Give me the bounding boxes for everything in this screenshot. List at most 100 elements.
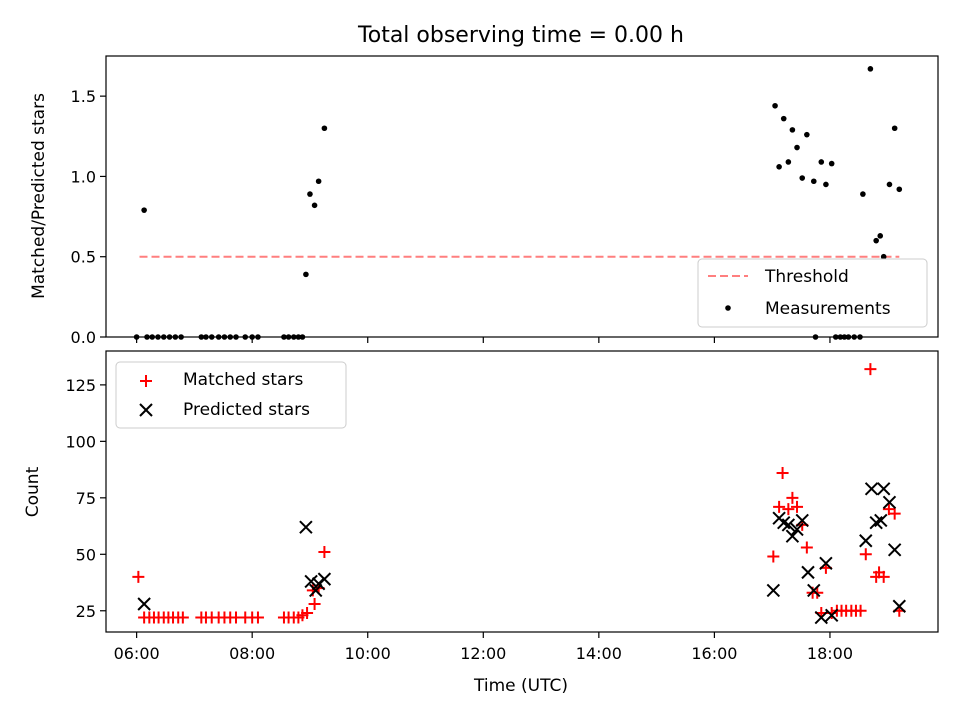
measurement-point	[785, 159, 792, 165]
matched-star-point	[786, 491, 799, 504]
predicted-star-point	[766, 583, 781, 598]
count-plot-frame	[105, 350, 939, 633]
legend-threshold-label: Threshold	[764, 267, 849, 287]
chart-title: Total observing time = 0.00 h	[357, 23, 684, 48]
predicted-star-point	[777, 515, 791, 530]
ratio-y-tick-label: 0.0	[71, 328, 96, 347]
matched-star-point	[877, 570, 890, 583]
legend-measurements-swatch	[725, 305, 731, 311]
predicted-star-point	[814, 610, 828, 625]
matched-star-point	[776, 466, 789, 479]
predicted-star-point	[887, 543, 902, 557]
predicted-star-point	[882, 495, 897, 510]
measurement-point	[886, 181, 893, 188]
predicted-star-point	[309, 583, 323, 598]
matched-star-point	[888, 507, 901, 520]
predicted-star-point	[859, 534, 873, 548]
measurement-point	[810, 178, 817, 185]
matched-star-point	[251, 611, 264, 624]
legend-predicted-label: Predicted stars	[183, 400, 310, 420]
matched-star-point	[176, 611, 189, 624]
measurement-point	[311, 202, 318, 209]
predicted-star-point	[819, 556, 833, 571]
count-y-tick-label: 75	[76, 489, 96, 508]
x-tick-label: 16:00	[691, 644, 737, 663]
matched-star-point	[800, 541, 813, 554]
measurement-point	[860, 191, 866, 197]
measurement-point	[828, 160, 835, 167]
x-tick-label: 14:00	[576, 644, 622, 663]
matched-star-point	[767, 550, 780, 563]
measurement-point	[315, 178, 322, 185]
predicted-star-point	[299, 520, 313, 534]
ratio-legend-box	[697, 258, 928, 328]
measurement-point	[799, 175, 806, 181]
ratio-y-axis-label: Matched/Predicted stars	[29, 93, 49, 299]
matched-star-point	[825, 607, 838, 620]
matched-star-point	[773, 500, 786, 513]
predicted-star-point	[807, 583, 821, 598]
matched-star-point	[308, 597, 321, 610]
matched-star-point	[859, 548, 872, 561]
measurement-point	[776, 163, 782, 170]
legend-matched-swatch	[140, 375, 152, 387]
predicted-star-point	[876, 482, 891, 496]
predicted-star-points	[137, 482, 906, 625]
measurement-point	[789, 127, 796, 133]
predicted-star-point	[781, 518, 796, 532]
measurement-point	[867, 66, 874, 72]
ratio-x-ticks	[136, 337, 831, 343]
ratio-panel: 0.0 0.5 1.0 1.5 Matched/Predicted stars Thr…	[29, 55, 939, 347]
measurement-point	[891, 125, 898, 132]
count-panel: 25 50 75 100 125 06:00 08:00 10:00 12:00 14:00 16…	[23, 350, 939, 696]
matched-star-point	[301, 607, 314, 620]
measurement-point	[141, 207, 147, 213]
ratio-legend: Threshold Measurements	[697, 258, 928, 328]
measurement-point	[823, 181, 829, 188]
measurement-point	[818, 159, 825, 165]
measurement-point	[772, 102, 778, 109]
legend-matched-label: Matched stars	[183, 370, 303, 390]
legend-predicted-swatch	[139, 403, 153, 417]
measurement-point	[780, 115, 787, 122]
predicted-star-point	[790, 522, 804, 537]
count-y-tick-label: 125	[65, 376, 96, 395]
measurement-point	[873, 237, 879, 244]
measurement-point	[307, 191, 313, 197]
count-legend-box	[115, 361, 347, 429]
matched-star-point	[132, 570, 145, 583]
count-x-ticks: 06:00 08:00 10:00 12:00 14:00 16:00 18:00	[114, 632, 853, 663]
matched-star-point	[791, 500, 804, 513]
ratio-plot-frame	[105, 55, 939, 338]
count-y-tick-label: 25	[76, 602, 96, 621]
matched-star-point	[864, 363, 877, 376]
measurement-point	[880, 253, 887, 260]
measurement-point	[896, 186, 903, 193]
predicted-star-point	[795, 513, 809, 528]
measurement-point	[804, 131, 810, 138]
count-y-tick-label: 50	[76, 545, 96, 564]
x-tick-label: 06:00	[114, 644, 160, 663]
count-y-axis-label: Count	[23, 466, 43, 517]
predicted-star-point	[869, 515, 883, 530]
x-tick-label: 18:00	[807, 644, 853, 663]
x-tick-label: 10:00	[345, 644, 391, 663]
predicted-star-point	[864, 482, 879, 496]
predicted-star-point	[892, 599, 906, 613]
predicted-star-point	[874, 513, 888, 528]
matched-star-point	[854, 604, 867, 617]
measurement-point	[303, 271, 309, 278]
measurement-point	[794, 144, 800, 151]
x-tick-label: 12:00	[460, 644, 506, 663]
ratio-y-tick-label: 0.5	[71, 248, 96, 267]
predicted-star-point	[304, 574, 318, 589]
count-y-tick-label: 100	[65, 432, 96, 451]
legend-measurements-label: Measurements	[765, 299, 891, 319]
predicted-star-point	[785, 529, 800, 543]
predicted-star-point	[824, 608, 839, 622]
measurement-point	[321, 125, 328, 132]
matched-star-point	[318, 546, 331, 559]
ratio-y-ticks: 0.0 0.5 1.0 1.5	[71, 87, 106, 347]
ratio-y-tick-label: 1.0	[71, 167, 96, 186]
